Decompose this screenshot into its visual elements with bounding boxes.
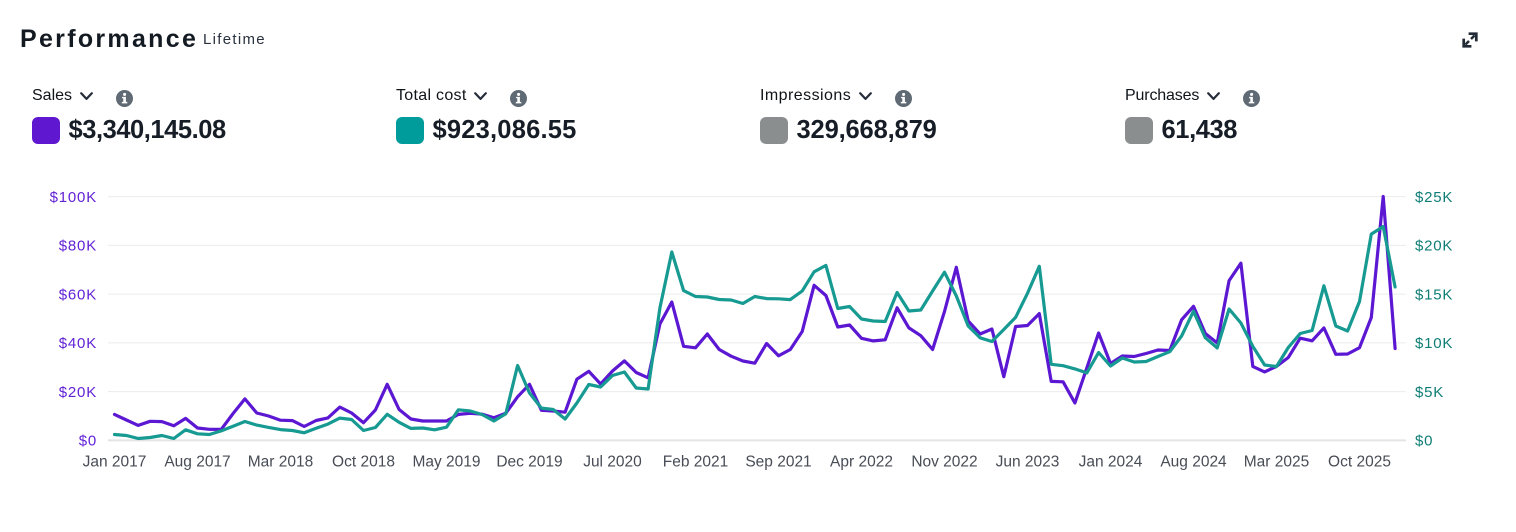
svg-text:$0: $0 — [1415, 433, 1433, 450]
svg-text:$40K: $40K — [59, 335, 97, 352]
svg-text:Mar 2025: Mar 2025 — [1244, 454, 1309, 471]
svg-text:Oct 2025: Oct 2025 — [1328, 454, 1391, 471]
svg-text:Dec 2019: Dec 2019 — [496, 454, 562, 471]
svg-text:$10K: $10K — [1415, 335, 1453, 352]
svg-text:Nov 2022: Nov 2022 — [911, 454, 977, 471]
svg-text:$15K: $15K — [1415, 286, 1453, 303]
svg-text:May 2019: May 2019 — [412, 454, 480, 471]
svg-text:$100K: $100K — [50, 189, 97, 206]
svg-text:Oct 2018: Oct 2018 — [332, 454, 395, 471]
svg-text:Jul 2020: Jul 2020 — [583, 454, 642, 471]
svg-text:Jun 2023: Jun 2023 — [996, 454, 1060, 471]
svg-text:Jan 2017: Jan 2017 — [83, 454, 147, 471]
svg-text:$20K: $20K — [1415, 238, 1453, 255]
svg-text:$25K: $25K — [1415, 189, 1453, 206]
svg-text:$20K: $20K — [59, 384, 97, 401]
svg-text:Jan 2024: Jan 2024 — [1079, 454, 1143, 471]
svg-text:$60K: $60K — [59, 286, 97, 303]
svg-text:Apr 2022: Apr 2022 — [830, 454, 893, 471]
svg-text:$5K: $5K — [1415, 384, 1444, 401]
svg-text:Sep 2021: Sep 2021 — [745, 454, 811, 471]
svg-text:$0: $0 — [79, 433, 97, 450]
svg-text:Aug 2024: Aug 2024 — [1160, 454, 1227, 471]
svg-text:Mar 2018: Mar 2018 — [248, 454, 313, 471]
svg-text:Aug 2017: Aug 2017 — [164, 454, 230, 471]
svg-text:$80K: $80K — [59, 238, 97, 255]
svg-text:Feb 2021: Feb 2021 — [663, 454, 729, 471]
